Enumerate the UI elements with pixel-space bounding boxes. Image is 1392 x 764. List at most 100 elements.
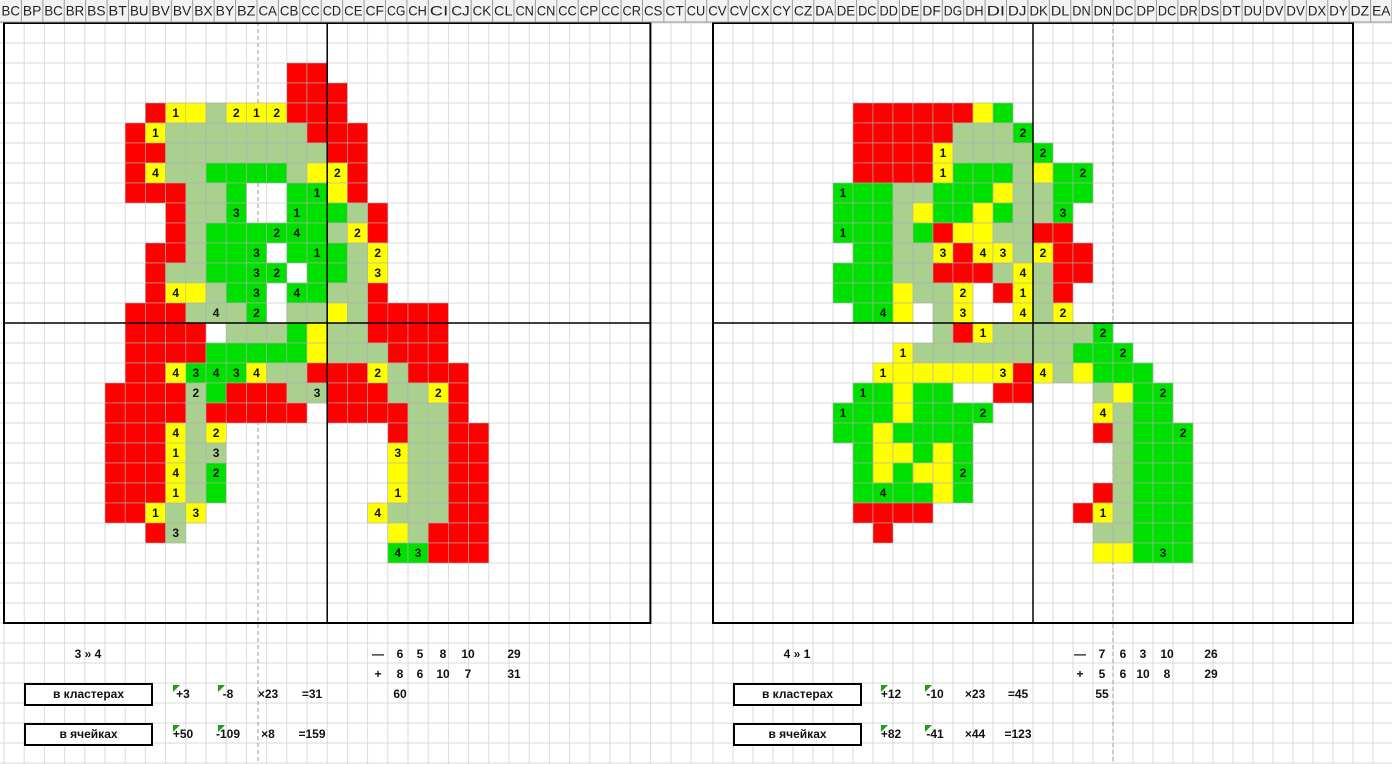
column-header[interactable]: BU [130, 3, 148, 19]
cell [286, 242, 308, 264]
cell [1112, 482, 1134, 504]
summary-text: -10 [926, 687, 944, 701]
cell [145, 522, 166, 544]
column-header[interactable]: CT [665, 3, 684, 19]
column-header[interactable]: DE [901, 3, 919, 19]
column-header[interactable]: DC [858, 3, 876, 19]
cell [124, 442, 146, 464]
column-header[interactable]: BS [87, 3, 105, 19]
column-header[interactable]: DY [1329, 3, 1348, 19]
column-header[interactable]: DC [1115, 3, 1133, 19]
cell-number: 3 [233, 206, 240, 220]
column-header[interactable]: BR [66, 3, 84, 19]
column-header[interactable]: DD [880, 3, 898, 19]
cell-number: 4 [172, 426, 179, 440]
column-header[interactable]: CC [301, 3, 319, 19]
cell-number: 4 [294, 286, 301, 300]
column-header[interactable]: BX [194, 3, 213, 19]
cell [892, 402, 914, 424]
column-header[interactable]: DI [987, 3, 1005, 19]
column-header[interactable]: CJ [451, 3, 469, 19]
cell [448, 442, 469, 464]
column-header[interactable]: CH [408, 3, 426, 19]
column-header[interactable]: DX [1308, 3, 1327, 19]
column-header[interactable]: CV [708, 3, 727, 19]
cell-number: 2 [1020, 126, 1027, 140]
summary-text: +12 [881, 687, 902, 701]
column-header[interactable]: DG [944, 3, 962, 19]
column-header[interactable]: CY [772, 3, 791, 19]
cell [832, 262, 854, 284]
column-header[interactable]: CD [323, 3, 341, 19]
column-header[interactable]: CG [387, 3, 405, 19]
cell [145, 322, 166, 344]
column-header[interactable]: CC [601, 3, 619, 19]
column-header[interactable]: DH [965, 3, 983, 19]
column-header[interactable]: CL [494, 3, 513, 19]
column-header[interactable]: BP [23, 3, 41, 19]
cell [1132, 502, 1154, 524]
column-header[interactable]: DL [1051, 3, 1070, 19]
column-header[interactable]: DK [1029, 3, 1048, 19]
column-header[interactable]: DV [1265, 3, 1284, 19]
column-header[interactable]: DU [1244, 3, 1262, 19]
cell [892, 262, 914, 284]
column-header[interactable]: DN [1094, 3, 1112, 19]
column-header[interactable]: BZ [237, 3, 256, 19]
column-header[interactable]: CN [537, 3, 555, 19]
cell [1112, 362, 1134, 384]
column-header[interactable]: CP [580, 3, 598, 19]
cell-number: 2 [253, 306, 260, 320]
column-header[interactable]: CZ [794, 3, 813, 19]
summary-text: 8 [397, 667, 404, 681]
cell [225, 262, 247, 284]
column-header[interactable]: CR [623, 3, 641, 19]
column-header[interactable]: DT [1222, 3, 1241, 19]
cell [205, 122, 227, 144]
column-header[interactable]: BC [2, 3, 20, 19]
cell [1032, 182, 1054, 204]
cell [326, 382, 348, 404]
cell [992, 282, 1014, 304]
column-header[interactable]: BC [44, 3, 62, 19]
cell [367, 302, 389, 324]
column-header[interactable]: BT [109, 3, 128, 19]
cell [286, 142, 308, 164]
column-header[interactable]: BY [216, 3, 235, 19]
cell [387, 342, 409, 364]
summary-text: в ячейках [59, 727, 117, 741]
column-header[interactable]: CU [687, 3, 705, 19]
column-header[interactable]: DV [1286, 3, 1305, 19]
column-header[interactable]: CV [730, 3, 749, 19]
column-header[interactable]: DP [1137, 3, 1155, 19]
cell [306, 162, 328, 184]
column-header[interactable]: DC [1158, 3, 1176, 19]
column-header[interactable]: CC [558, 3, 576, 19]
column-header[interactable]: CB [280, 3, 298, 19]
column-header[interactable]: CS [644, 3, 662, 19]
cell [286, 82, 308, 104]
column-header[interactable]: DA [815, 3, 834, 19]
column-header[interactable]: DJ [1008, 3, 1026, 19]
column-header[interactable]: CF [366, 3, 384, 19]
column-header[interactable]: DZ [1351, 3, 1370, 19]
cell [145, 142, 166, 164]
column-header[interactable]: CE [344, 3, 362, 19]
column-header[interactable]: CA [258, 3, 277, 19]
column-header[interactable]: DN [1072, 3, 1090, 19]
column-header[interactable]: DE [837, 3, 855, 19]
cell [932, 382, 954, 404]
cell [872, 142, 894, 164]
column-header[interactable]: DR [1179, 3, 1197, 19]
column-header[interactable]: DS [1201, 3, 1219, 19]
cell [145, 482, 166, 504]
column-header[interactable]: DF [922, 3, 940, 19]
column-header[interactable]: BV [173, 3, 192, 19]
column-header[interactable]: CI [430, 3, 448, 19]
cell [165, 122, 187, 144]
column-header[interactable]: EA [1372, 3, 1391, 19]
column-header[interactable]: BV [151, 3, 170, 19]
column-header[interactable]: CK [473, 3, 492, 19]
column-header[interactable]: CX [751, 3, 770, 19]
column-header[interactable]: CN [515, 3, 533, 19]
